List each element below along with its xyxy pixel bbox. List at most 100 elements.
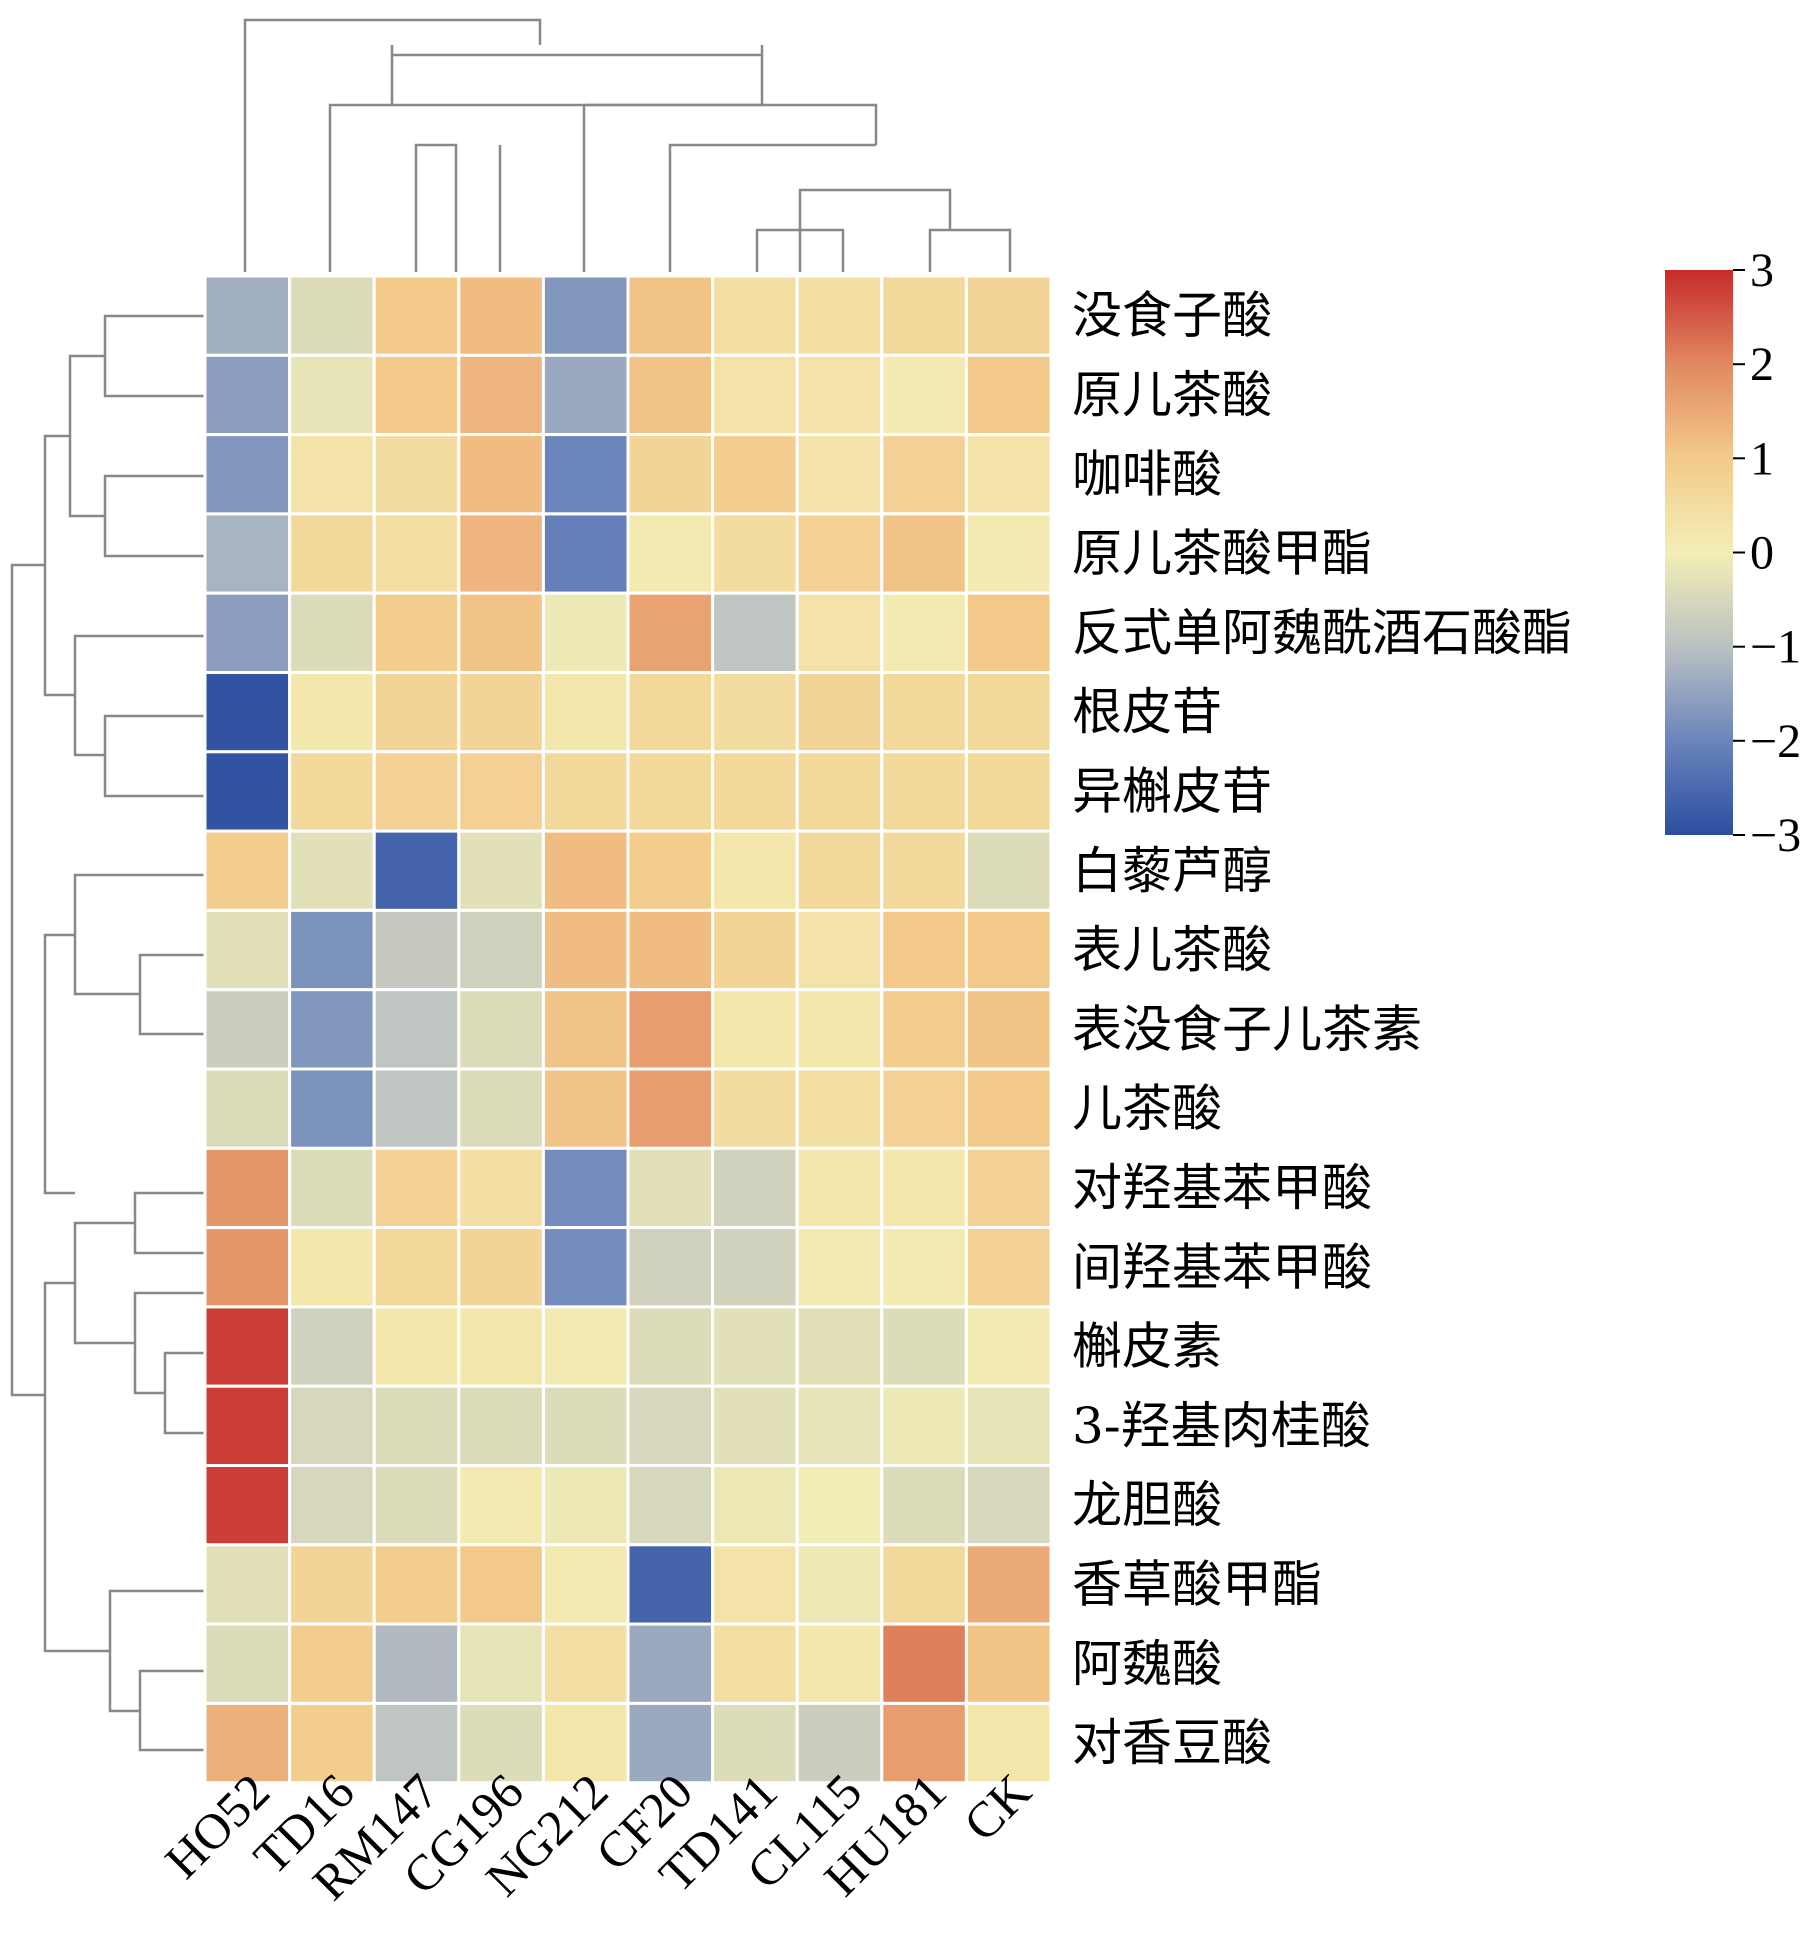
- heatmap-cell-r16-c7: [795, 1543, 884, 1626]
- heatmap-cell-r7-c1: [288, 829, 376, 912]
- row-label: 阿魏酸: [1072, 1635, 1222, 1693]
- heatmap-cell-r9-c0: [203, 988, 292, 1071]
- heatmap-cell-r17-c6: [711, 1622, 799, 1705]
- heatmap-cell-r11-c1: [288, 1146, 376, 1230]
- heatmap-cell-r10-c4: [541, 1067, 630, 1150]
- heatmap-cell-r5-c0: [203, 671, 292, 754]
- heatmap-cell-r4-c9: [964, 591, 1053, 675]
- heatmap-cell-r10-c1: [288, 1067, 376, 1150]
- heatmap-cell-r3-c2: [372, 512, 461, 595]
- heatmap-cell-r14-c7: [795, 1384, 884, 1467]
- heatmap-cell-r13-c1: [288, 1305, 376, 1388]
- heatmap-cell-r18-c4: [541, 1701, 630, 1785]
- colorbar-tick-label: −2: [1750, 715, 1801, 768]
- heatmap-cell-r17-c2: [372, 1622, 461, 1705]
- heatmap-cell-r18-c2: [372, 1701, 461, 1785]
- heatmap-cell-r15-c4: [541, 1464, 630, 1547]
- heatmap-cell-r4-c0: [203, 591, 292, 675]
- row-label: 异槲皮苷: [1072, 762, 1272, 820]
- heatmap-cell-r12-c2: [372, 1226, 461, 1309]
- heatmap-cell-r13-c3: [457, 1305, 545, 1388]
- heatmap-cell-r11-c6: [711, 1146, 799, 1230]
- heatmap-cell-r14-c9: [964, 1384, 1053, 1467]
- heatmap-cell-r3-c3: [457, 512, 545, 595]
- heatmap-cell-r13-c7: [795, 1305, 884, 1388]
- row-label: 3-羟基肉桂酸: [1072, 1397, 1371, 1455]
- row-label: 龙胆酸: [1072, 1476, 1222, 1534]
- heatmap-cell-r9-c4: [541, 988, 630, 1071]
- heatmap-cell-r5-c4: [541, 671, 630, 754]
- row-label: 儿茶酸: [1072, 1080, 1222, 1138]
- heatmap-cell-r2-c0: [203, 433, 292, 516]
- heatmap-cell-r18-c8: [880, 1701, 968, 1785]
- heatmap-cell-r10-c0: [203, 1067, 292, 1150]
- heatmap-cell-r10-c2: [372, 1067, 461, 1150]
- heatmap-cell-r6-c3: [457, 750, 545, 833]
- heatmap-cell-r15-c0: [203, 1464, 292, 1547]
- heatmap-cell-r13-c2: [372, 1305, 461, 1388]
- row-label: 表没食子儿茶素: [1072, 1000, 1422, 1058]
- heatmap-cell-r3-c7: [795, 512, 884, 595]
- heatmap-cell-r4-c1: [288, 591, 376, 675]
- heatmap-cell-r1-c3: [457, 353, 545, 437]
- heatmap-cell-r2-c2: [372, 433, 461, 516]
- heatmap-cell-r1-c0: [203, 353, 292, 437]
- heatmap-cell-r13-c9: [964, 1305, 1053, 1388]
- heatmap-cell-r5-c2: [372, 671, 461, 754]
- row-label: 槲皮素: [1072, 1318, 1222, 1376]
- column-labels: HO52TD16RM147CG196NG212CF20TD141CL115HU1…: [154, 1763, 1041, 1911]
- heatmap-cell-r16-c6: [711, 1543, 799, 1626]
- heatmap-cell-r13-c4: [541, 1305, 630, 1388]
- row-label: 对羟基苯甲酸: [1072, 1159, 1372, 1217]
- heatmap-cell-r6-c8: [880, 750, 968, 833]
- heatmap-cell-r4-c3: [457, 591, 545, 675]
- heatmap-cell-r3-c1: [288, 512, 376, 595]
- heatmap-cell-r5-c1: [288, 671, 376, 754]
- colorbar-tick-label: 2: [1750, 338, 1774, 391]
- heatmap-cell-r14-c5: [626, 1384, 715, 1467]
- heatmap-cell-r11-c5: [626, 1146, 715, 1230]
- heatmap-cell-r13-c0: [203, 1305, 292, 1388]
- heatmap-cell-r10-c8: [880, 1067, 968, 1150]
- heatmap-cell-r17-c1: [288, 1622, 376, 1705]
- heatmap-cell-r10-c9: [964, 1067, 1053, 1150]
- heatmap-cell-r7-c0: [203, 829, 292, 912]
- heatmap-cell-r16-c2: [372, 1543, 461, 1626]
- heatmap-cell-r4-c8: [880, 591, 968, 675]
- heatmap-cell-r15-c7: [795, 1464, 884, 1547]
- heatmap-cell-r15-c6: [711, 1464, 799, 1547]
- heatmap-cell-r2-c6: [711, 433, 799, 516]
- heatmap-cell-r5-c6: [711, 671, 799, 754]
- heatmap-cell-r18-c1: [288, 1701, 376, 1785]
- heatmap-cell-r12-c6: [711, 1226, 799, 1309]
- heatmap-cell-r16-c3: [457, 1543, 545, 1626]
- row-label: 原儿茶酸: [1072, 366, 1272, 424]
- heatmap-cell-r18-c5: [626, 1701, 715, 1785]
- heatmap-cell-r2-c9: [964, 433, 1053, 516]
- heatmap-cell-r7-c6: [711, 829, 799, 912]
- heatmap-cell-r15-c3: [457, 1464, 545, 1547]
- row-label: 根皮苷: [1072, 683, 1222, 741]
- heatmap-cell-r3-c5: [626, 512, 715, 595]
- heatmap-cell-r7-c9: [964, 829, 1053, 912]
- heatmap-cell-r6-c2: [372, 750, 461, 833]
- heatmap-cell-r17-c4: [541, 1622, 630, 1705]
- row-dendrogram: [10, 314, 205, 1752]
- heatmap-cell-r11-c8: [880, 1146, 968, 1230]
- heatmap-cell-r12-c9: [964, 1226, 1053, 1309]
- heatmap-cell-r1-c4: [541, 353, 630, 437]
- heatmap-cell-r1-c9: [964, 353, 1053, 437]
- heatmap-cell-r2-c5: [626, 433, 715, 516]
- row-label: 对香豆酸: [1072, 1714, 1272, 1772]
- heatmap-cell-r0-c6: [711, 274, 799, 357]
- heatmap-cell-r12-c5: [626, 1226, 715, 1309]
- heatmap-cell-r0-c4: [541, 274, 630, 357]
- heatmap-cell-r7-c5: [626, 829, 715, 912]
- heatmap-cell-r4-c2: [372, 591, 461, 675]
- colorbar-tick-label: 3: [1750, 244, 1774, 297]
- heatmap-cell-r8-c7: [795, 908, 884, 992]
- heatmap-cell-r10-c5: [626, 1067, 715, 1150]
- heatmap-cell-r8-c8: [880, 908, 968, 992]
- heatmap-cell-r2-c1: [288, 433, 376, 516]
